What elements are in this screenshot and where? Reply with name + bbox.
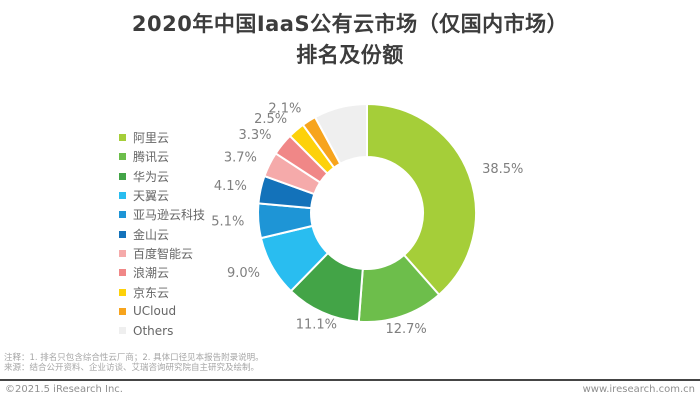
slice-label: 38.5% bbox=[482, 162, 523, 177]
legend-item: Others bbox=[119, 321, 205, 340]
legend-label: 腾讯云 bbox=[133, 150, 170, 165]
footer-copyright: ©2021.5 iResearch Inc. bbox=[5, 384, 123, 395]
legend-item: 天翼云 bbox=[119, 186, 205, 205]
slice-label: 2.5% bbox=[254, 112, 287, 127]
legend-item: 百度智能云 bbox=[119, 244, 205, 263]
legend-swatch bbox=[119, 153, 126, 161]
slice-label: 11.1% bbox=[296, 318, 337, 333]
legend-swatch bbox=[119, 172, 126, 180]
legend-item: 华为云 bbox=[119, 167, 205, 186]
slice-label: 5.1% bbox=[211, 214, 244, 229]
legend-item: 京东云 bbox=[119, 282, 205, 301]
legend-label: 百度智能云 bbox=[133, 246, 194, 261]
legend-label: Others bbox=[133, 323, 174, 338]
legend-label: 华为云 bbox=[133, 169, 170, 184]
chart-title-line2: 排名及份额 bbox=[296, 43, 404, 67]
donut-slice bbox=[366, 103, 477, 296]
donut-chart: 38.5% 12.7% 11.1% 9.0% 5.1% 4.1% 3.7% 3.3%2.5%2… bbox=[211, 101, 523, 337]
legend-swatch bbox=[119, 327, 126, 335]
legend-swatch bbox=[119, 211, 126, 219]
note-line-2: 来源：结合公开资料、企业访谈、艾瑞咨询研究院自主研究及绘制。 bbox=[4, 363, 260, 373]
donut-slice bbox=[314, 103, 368, 165]
legend-label: UCloud bbox=[133, 304, 177, 319]
footer-website: www.iresearch.com.cn bbox=[582, 384, 695, 395]
slice-label: 3.7% bbox=[224, 151, 257, 166]
footnotes: 注释：1. 排名只包含综合性云厂商；2. 具体口径见本报告附录说明。 来源：结合… bbox=[4, 353, 264, 373]
slice-label: 9.0% bbox=[227, 266, 260, 281]
legend: 阿里云腾讯云华为云天翼云亚马逊云科技 金山云百度智能云浪潮云京东云 UCloud Ot… bbox=[119, 128, 205, 340]
legend-item: 阿里云 bbox=[119, 128, 205, 147]
legend-item: 金山云 bbox=[119, 224, 205, 243]
legend-label: 金山云 bbox=[133, 227, 170, 242]
note-line-1: 注释：1. 排名只包含综合性云厂商；2. 具体口径见本报告附录说明。 bbox=[4, 353, 264, 363]
legend-swatch bbox=[119, 230, 126, 238]
legend-swatch bbox=[119, 192, 126, 200]
legend-label: 亚马逊云科技 bbox=[133, 208, 206, 223]
legend-swatch bbox=[119, 134, 126, 142]
legend-item: 浪潮云 bbox=[119, 263, 205, 282]
slice-label: 2.1% bbox=[268, 101, 301, 116]
legend-swatch bbox=[119, 307, 126, 315]
legend-swatch bbox=[119, 269, 126, 277]
chart-title-line1: 2020年中国IaaS公有云市场（仅国内市场） bbox=[131, 12, 569, 36]
legend-swatch bbox=[119, 288, 126, 296]
legend-label: 浪潮云 bbox=[133, 266, 170, 281]
legend-label: 京东云 bbox=[133, 285, 170, 300]
chart-title: 2020年中国IaaS公有云市场（仅国内市场） 排名及份额 bbox=[0, 9, 700, 71]
legend-label: 天翼云 bbox=[133, 189, 170, 204]
slice-label: 4.1% bbox=[214, 179, 247, 194]
slice-label: 12.7% bbox=[385, 322, 426, 337]
footer-divider bbox=[0, 379, 700, 381]
legend-item: 腾讯云 bbox=[119, 147, 205, 166]
legend-label: 阿里云 bbox=[133, 131, 170, 146]
legend-item: 亚马逊云科技 bbox=[119, 205, 205, 224]
footer: ©2021.5 iResearch Inc. www.iresearch.com… bbox=[0, 384, 700, 395]
legend-item: UCloud bbox=[119, 302, 205, 321]
legend-swatch bbox=[119, 249, 126, 257]
slice-label: 3.3% bbox=[238, 128, 271, 143]
